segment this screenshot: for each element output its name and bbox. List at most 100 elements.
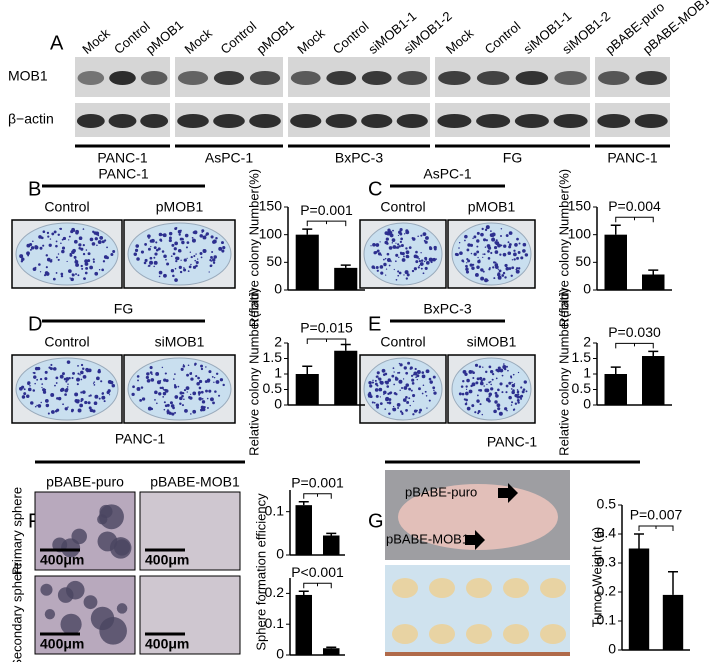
colony — [412, 400, 415, 402]
colony — [34, 245, 39, 250]
colony — [495, 368, 499, 372]
significance-bracket — [306, 338, 347, 344]
colony — [45, 403, 50, 408]
colony — [511, 390, 515, 395]
colony — [496, 403, 501, 408]
colony — [101, 392, 104, 395]
colony — [221, 249, 225, 253]
colony — [177, 385, 180, 388]
tumor — [503, 624, 529, 644]
colony — [30, 401, 34, 405]
colony — [60, 242, 62, 245]
colony — [520, 394, 524, 398]
sphere — [61, 538, 81, 558]
mouse — [398, 484, 558, 550]
colony — [106, 246, 108, 249]
colony — [174, 411, 177, 414]
colony — [425, 395, 428, 397]
colony — [421, 392, 424, 395]
colony — [161, 366, 164, 369]
colony — [107, 379, 112, 384]
colony — [156, 402, 158, 405]
colony — [184, 408, 188, 413]
colony — [507, 251, 512, 256]
colony — [398, 245, 401, 248]
colony — [465, 391, 469, 396]
colony — [395, 253, 399, 257]
colony — [388, 398, 392, 402]
colony — [213, 255, 217, 259]
colony — [175, 256, 180, 261]
colony — [59, 228, 61, 230]
colony — [210, 235, 214, 239]
colony — [502, 252, 507, 257]
colony — [69, 252, 72, 256]
colony — [387, 392, 390, 395]
error-bar — [326, 646, 337, 649]
colony — [520, 397, 523, 400]
colony — [506, 234, 508, 237]
arrow — [498, 483, 518, 503]
colony — [476, 399, 480, 403]
colony — [395, 278, 398, 281]
colony — [179, 396, 183, 401]
colony — [208, 271, 210, 273]
colony — [507, 369, 509, 372]
colony — [49, 259, 53, 263]
band — [177, 114, 209, 128]
p-value: P=0.001 — [300, 202, 353, 218]
colony — [87, 252, 91, 256]
y-tick-label: 100 — [568, 225, 592, 241]
colony — [432, 257, 436, 262]
colony — [167, 409, 169, 411]
colony — [517, 267, 521, 270]
colony — [488, 267, 491, 269]
colony — [191, 236, 194, 239]
colony — [183, 398, 185, 401]
bar — [662, 594, 684, 650]
colony — [45, 271, 50, 276]
colony — [75, 273, 77, 276]
colony — [42, 390, 47, 394]
colony — [508, 231, 513, 235]
colony — [513, 258, 516, 261]
colony — [184, 233, 189, 238]
colony — [179, 270, 183, 274]
colony — [222, 383, 225, 387]
colony — [200, 367, 204, 371]
colony — [490, 251, 493, 255]
colony — [36, 404, 38, 407]
colony — [480, 232, 484, 237]
panel-label: E — [368, 313, 381, 335]
colony — [201, 229, 205, 233]
scale-label: 400μm — [145, 636, 189, 652]
colony — [520, 386, 523, 389]
colony — [147, 234, 151, 238]
colony — [487, 250, 490, 253]
colony — [47, 412, 50, 415]
colony — [490, 383, 492, 386]
colony — [34, 405, 37, 408]
colony — [171, 243, 175, 247]
panel-label: B — [28, 178, 41, 200]
colony — [141, 397, 146, 401]
bar — [604, 374, 627, 405]
colony — [505, 365, 508, 368]
colony — [399, 389, 401, 392]
colony — [181, 394, 184, 398]
colony — [494, 400, 498, 404]
colony — [422, 272, 425, 275]
colony — [163, 408, 166, 411]
colony — [502, 365, 507, 369]
colony — [153, 246, 157, 250]
colony — [93, 401, 98, 405]
colony — [23, 392, 27, 396]
colony — [411, 382, 415, 385]
colony — [497, 366, 501, 370]
colony — [422, 384, 425, 387]
colony — [94, 271, 99, 276]
tumor — [429, 624, 455, 644]
colony — [482, 253, 484, 255]
colony — [428, 257, 433, 262]
colony — [428, 399, 431, 402]
